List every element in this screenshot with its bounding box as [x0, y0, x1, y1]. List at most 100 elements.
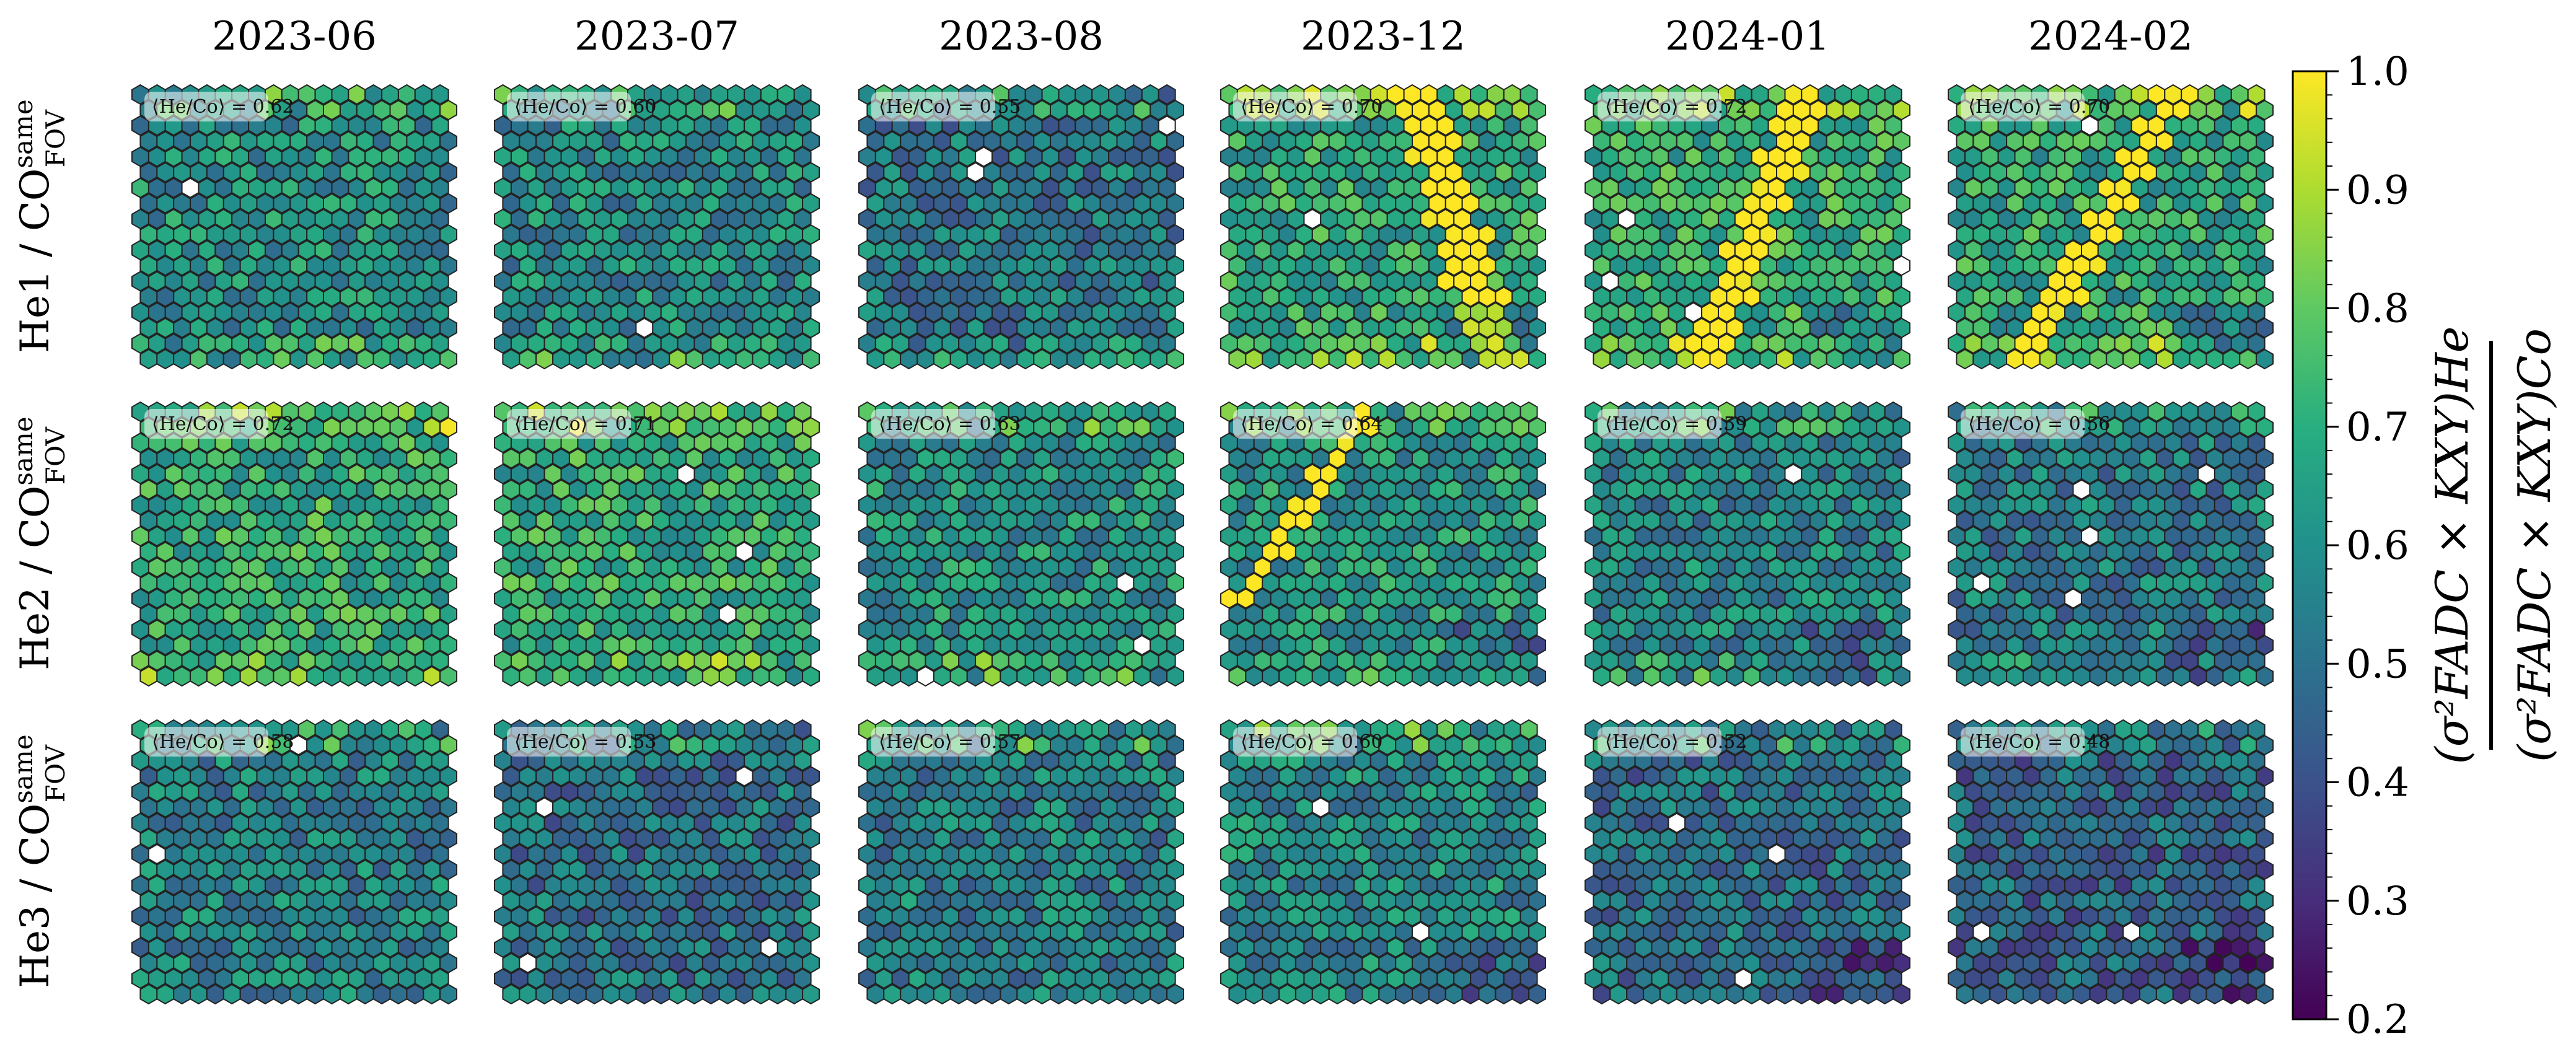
camera-pixel — [802, 348, 820, 370]
camera-pixel — [883, 665, 902, 687]
camera-panel: ⟨He/Co⟩ = 0.60 — [494, 84, 820, 370]
camera-pixel — [1659, 348, 1677, 370]
camera-pixel — [2006, 348, 2024, 370]
camera-pixel — [1495, 348, 1513, 370]
camera-pixel — [1228, 665, 1247, 687]
camera-pixel — [983, 665, 1001, 687]
camera-pixel — [1158, 115, 1176, 136]
camera-pixel — [718, 983, 737, 1005]
camera-pixel — [652, 665, 670, 687]
camera-pixel — [1743, 348, 1761, 370]
camera-pixel — [785, 983, 804, 1005]
camera-pixel — [431, 115, 449, 136]
camera-pixel — [1659, 665, 1677, 687]
camera-pixel — [356, 983, 374, 1005]
camera-pixel — [1461, 348, 1480, 370]
camera-panel: ⟨He/Co⟩ = 0.56 — [1948, 401, 2274, 687]
mean-annotation: ⟨He/Co⟩ = 0.58 — [152, 731, 294, 753]
camera-pixel — [323, 983, 341, 1005]
camera-pixel — [519, 665, 537, 687]
camera-pixel — [652, 983, 670, 1005]
camera-pixel — [1328, 665, 1347, 687]
camera-pixel — [1643, 665, 1661, 687]
column-title: 2023-06 — [212, 14, 377, 59]
camera-pixel — [431, 177, 449, 198]
camera-pixel — [2139, 348, 2157, 370]
camera-pixel — [1083, 348, 1101, 370]
camera-pixel — [2022, 665, 2041, 687]
camera-pixel — [2055, 665, 2074, 687]
camera-pixel — [190, 983, 208, 1005]
camera-pixel — [1643, 348, 1661, 370]
camera-pixel — [2239, 665, 2257, 687]
camera-pixel — [173, 983, 191, 1005]
row-label-main: He1 / CO — [12, 169, 58, 353]
camera-panel: ⟨He/Co⟩ = 0.63 — [858, 401, 1184, 687]
camera-pixel — [289, 983, 308, 1005]
camera-pixel — [1395, 665, 1413, 687]
camera-pixel — [1033, 665, 1051, 687]
camera-pixel — [1826, 348, 1844, 370]
camera-pixel — [1859, 665, 1878, 687]
camera-pixel — [2189, 665, 2207, 687]
camera-pixel — [1050, 348, 1068, 370]
camera-pixel — [256, 983, 275, 1005]
mean-annotation: ⟨He/Co⟩ = 0.70 — [1241, 96, 1383, 118]
camera-pixel — [1676, 665, 1694, 687]
camera-pixel — [535, 665, 554, 687]
camera-pixel — [2039, 665, 2057, 687]
camera-pixel — [966, 348, 985, 370]
camera-pixel — [239, 665, 258, 687]
camera-pixel — [1609, 348, 1628, 370]
camera-pixel — [502, 983, 521, 1005]
camera-pixel — [1709, 665, 1728, 687]
camera-pixel — [949, 348, 968, 370]
camera-pixel — [1158, 177, 1176, 198]
mean-annotation: ⟨He/Co⟩ = 0.63 — [879, 413, 1021, 435]
camera-pixel — [1016, 348, 1035, 370]
mean-annotation: ⟨He/Co⟩ = 0.72 — [152, 413, 294, 435]
camera-pixel — [2072, 348, 2091, 370]
camera-pixel — [190, 665, 208, 687]
camera-pixel — [1676, 348, 1694, 370]
camera-panel: ⟨He/Co⟩ = 0.62 — [131, 84, 457, 370]
camera-pixel — [356, 665, 374, 687]
camera-pixel — [602, 348, 620, 370]
camera-pixel — [568, 983, 587, 1005]
camera-pixel — [602, 665, 620, 687]
camera-pixel — [1328, 348, 1347, 370]
camera-pixel — [339, 983, 358, 1005]
camera-pixel — [1412, 665, 1430, 687]
camera-pixel — [372, 665, 391, 687]
camera-pixel — [239, 348, 258, 370]
camera-pixel — [793, 84, 812, 105]
camera-pixel — [1495, 665, 1513, 687]
camera-pixel — [2089, 348, 2108, 370]
camera-pixel — [1461, 665, 1480, 687]
camera-pixel — [2172, 665, 2191, 687]
camera-pixel — [2205, 665, 2224, 687]
panels: ⟨He/Co⟩ = 0.62 ⟨He/Co⟩ = 0.60 ⟨He/Co⟩ = 0.… — [131, 84, 2274, 1005]
camera-pixel — [2022, 348, 2041, 370]
camera-pixel — [1262, 665, 1280, 687]
camera-pixel — [917, 348, 934, 370]
mean-annotation: ⟨He/Co⟩ = 0.55 — [879, 96, 1021, 118]
camera-pixel — [802, 131, 820, 152]
camera-pixel — [1609, 665, 1628, 687]
row-label-superscript: same — [8, 99, 38, 168]
camera-pixel — [568, 348, 587, 370]
camera-pixel — [752, 983, 770, 1005]
camera-panel: ⟨He/Co⟩ = 0.64 — [1220, 401, 1546, 687]
camera-panel: ⟨He/Co⟩ = 0.57 — [858, 719, 1184, 1005]
camera-pixel — [1016, 665, 1035, 687]
camera-pixel — [701, 348, 720, 370]
camera-pixel — [439, 193, 457, 214]
camera-pixel — [222, 665, 241, 687]
camera-pixel — [323, 348, 341, 370]
camera-pixel — [1395, 348, 1413, 370]
camera-panel: ⟨He/Co⟩ = 0.58 — [131, 719, 457, 1005]
camera-pixel — [900, 665, 918, 687]
camera-pixel — [685, 348, 703, 370]
camera-panel: ⟨He/Co⟩ = 0.70 — [1948, 84, 2274, 370]
camera-pixel — [2122, 348, 2140, 370]
